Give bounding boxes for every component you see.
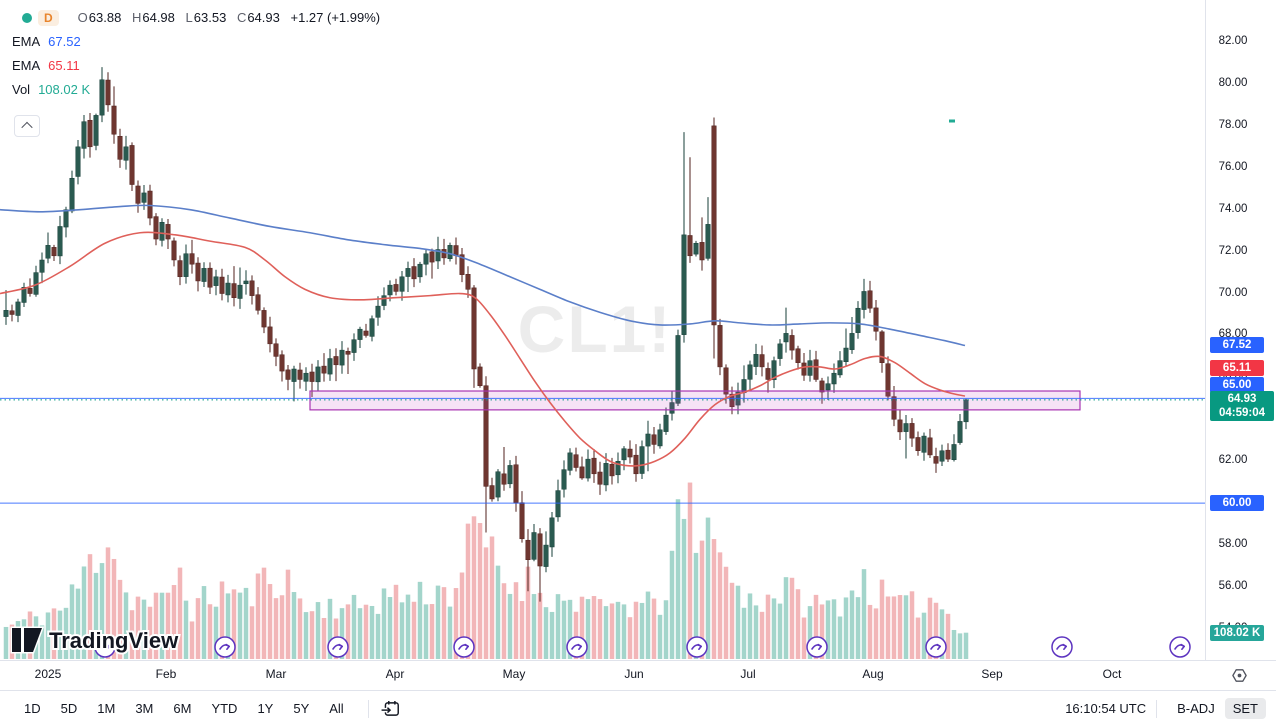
range-button-all[interactable]: All [329,701,344,716]
symbol-legend-row[interactable]: D O63.88 H64.98 L63.53 C64.93 +1.27 (+1.… [12,9,380,26]
legend-indicator-row-vol-2[interactable]: Vol 108.02 K [12,81,380,98]
indicator-legend-rows: EMA 67.52 EMA 65.11 Vol 108.02 K [12,33,380,98]
range-button-6m[interactable]: 6M [173,701,192,716]
price-tick: 78.00 [1218,118,1248,131]
legend-pane: D O63.88 H64.98 L63.53 C64.93 +1.27 (+1.… [12,9,380,137]
toolbar-right-group: 16:10:54 UTC B-ADJ SET [1065,698,1276,719]
low-value: 63.53 [193,10,227,25]
last-price-value: 64.93 [1227,393,1257,405]
interval-badge[interactable]: D [38,9,59,26]
range-button-5y[interactable]: 5Y [293,701,310,716]
high-value: 64.98 [142,10,175,25]
time-tick-feb: Feb [155,667,177,681]
highlight-box-drawing[interactable] [309,390,1081,411]
indicator-value: 67.52 [48,34,81,49]
ema-fast-line[interactable] [0,231,966,467]
contract-rollover-marker[interactable] [566,636,588,658]
time-tick-2025: 2025 [34,667,62,681]
price-axis[interactable]: 82.00 80.00 78.00 76.00 74.00 72.00 70.00 68.00… [1205,0,1276,660]
legend-collapse-button[interactable] [14,115,40,137]
contract-rollover-marker[interactable] [925,636,947,658]
range-selector: 1D 5D 1M 3M 6M YTD 1Y 5Y All [0,697,403,721]
price-line-label: 65.11 [1210,360,1264,376]
settlement-button[interactable]: SET [1224,698,1266,719]
drawing-artifact-dash[interactable] [949,119,955,123]
price-line-label: 67.52 [1210,337,1264,353]
chevron-up-icon [21,121,33,134]
price-tick: 70.00 [1218,286,1248,299]
contract-rollover-marker[interactable] [806,636,828,658]
indicator-value: 65.11 [48,58,80,73]
price-tick: 62.00 [1218,454,1248,467]
volume-series [3,482,969,659]
close-label: C [236,10,247,25]
range-button-ytd[interactable]: YTD [211,701,238,716]
range-button-5d[interactable]: 5D [60,701,78,716]
price-tick: 80.00 [1218,76,1248,89]
price-tick: 72.00 [1218,244,1248,257]
time-tick-oct: Oct [1102,667,1122,681]
indicator-label: Vol [12,82,31,97]
contract-rollover-marker[interactable] [327,636,349,658]
price-tick: 76.00 [1218,160,1248,173]
indicator-label: EMA [12,58,41,73]
adjustment-button[interactable]: B-ADJ [1177,701,1215,716]
time-tick-aug: Aug [862,667,884,681]
chart-canvas[interactable]: CL1! TradingView [0,0,1276,660]
time-tick-jun: Jun [624,667,644,681]
price-line-label: 65.00 [1210,377,1264,393]
range-button-1m[interactable]: 1M [97,701,116,716]
bottom-toolbar: 1D 5D 1M 3M 6M YTD 1Y 5Y All 16:10:54 UTC B-ADJ … [0,690,1276,726]
contract-rollover-marker[interactable] [686,636,708,658]
open-value: 63.88 [88,10,122,25]
bar-countdown-timer: 04:59:04 [1218,407,1266,419]
time-tick-sep: Sep [981,667,1003,681]
time-tick-apr: Apr [385,667,405,681]
time-tick-jul: Jul [740,667,756,681]
tradingview-logo[interactable]: TradingView [10,626,181,655]
indicator-value: 108.02 K [38,82,91,97]
price-line-label: 108.02 K [1210,625,1264,641]
toolbar-divider [367,699,369,718]
range-button-1d[interactable]: 1D [24,701,41,716]
open-label: O [77,10,88,25]
last-price-countdown-label: 64.93 04:59:04 [1210,391,1274,421]
gear-icon [1232,669,1247,682]
symbol-marker-dot [22,12,32,23]
time-tick-may: May [502,667,526,681]
low-label: L [185,10,193,25]
price-tick: 58.00 [1218,538,1248,551]
price-tick: 82.00 [1218,35,1248,47]
ema-slow-line[interactable] [0,204,966,347]
timezone-clock[interactable]: 16:10:54 UTC [1065,701,1147,716]
time-axis[interactable]: 2025 Feb Mar Apr May Jun Jul Aug Sep Oct [0,660,1276,691]
contract-rollover-marker[interactable] [453,636,475,658]
toolbar-divider [1156,699,1158,718]
legend-indicator-row-ema-0[interactable]: EMA 67.52 [12,33,380,50]
change-value: +1.27 (+1.99%) [290,10,381,25]
legend-indicator-row-ema-1[interactable]: EMA 65.11 [12,57,380,74]
close-value: 64.93 [247,10,280,25]
contract-rollover-marker[interactable] [1051,636,1073,658]
calendar-arrow-icon [381,700,399,716]
axis-settings-button[interactable] [1231,667,1248,687]
range-button-1y[interactable]: 1Y [257,701,274,716]
price-tick: 74.00 [1218,202,1248,215]
symbol-watermark: CL1! [518,292,673,366]
ohlc-values: O63.88 H64.98 L63.53 C64.93 +1.27 (+1.99… [71,10,380,25]
price-line-label: 60.00 [1210,495,1264,511]
go-to-date-button[interactable] [379,697,403,721]
price-tick: 56.00 [1218,579,1248,592]
time-tick-mar: Mar [265,667,287,681]
range-button-3m[interactable]: 3M [135,701,154,716]
contract-rollover-marker[interactable] [214,636,236,658]
high-label: H [131,10,142,25]
indicator-label: EMA [12,34,41,49]
candle-series [3,67,969,602]
contract-rollover-marker[interactable] [94,636,116,658]
contract-rollover-marker[interactable] [1169,636,1191,658]
svg-text:TradingView: TradingView [49,628,179,653]
